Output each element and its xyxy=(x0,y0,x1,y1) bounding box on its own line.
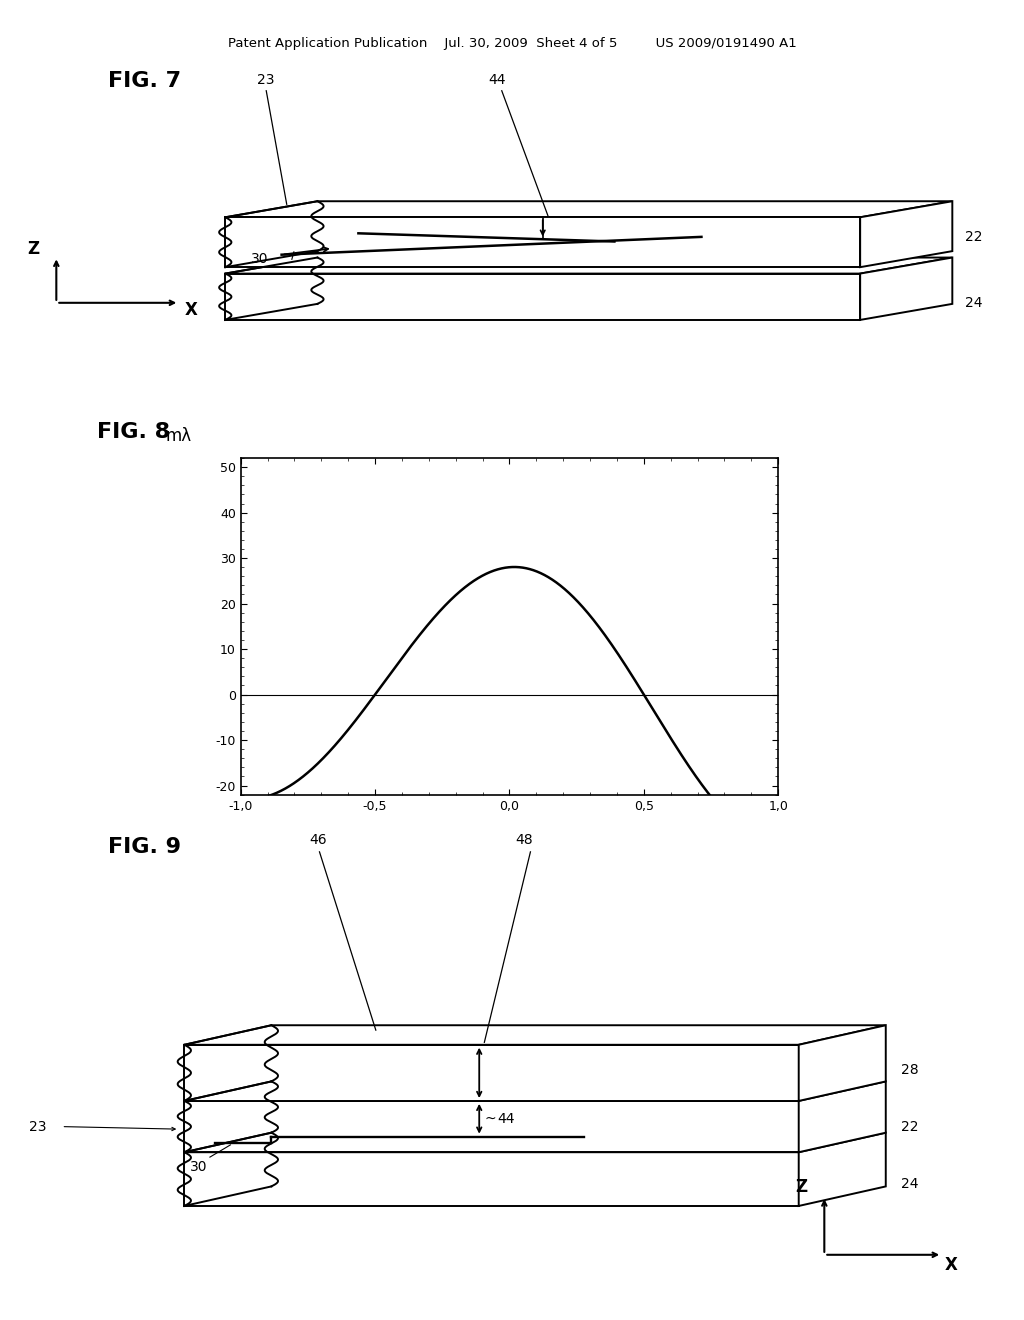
Text: ~: ~ xyxy=(484,1111,496,1126)
Text: 30: 30 xyxy=(189,1159,207,1173)
Text: Z: Z xyxy=(796,1179,808,1196)
Polygon shape xyxy=(799,1081,886,1152)
Text: FIG. 8: FIG. 8 xyxy=(97,422,170,442)
Text: X: X xyxy=(945,1257,958,1274)
Text: 23: 23 xyxy=(29,1119,46,1134)
Polygon shape xyxy=(184,1045,799,1101)
Text: 22: 22 xyxy=(965,231,982,244)
Text: 28: 28 xyxy=(901,1063,919,1077)
Polygon shape xyxy=(225,201,952,218)
Polygon shape xyxy=(225,257,952,273)
Text: 44: 44 xyxy=(498,1111,515,1126)
Text: Z: Z xyxy=(28,240,40,257)
Text: 46: 46 xyxy=(309,833,327,847)
Text: 48: 48 xyxy=(515,833,532,847)
Text: X: X xyxy=(184,301,198,319)
Text: 24: 24 xyxy=(901,1177,919,1192)
Text: 30: 30 xyxy=(251,252,268,267)
Polygon shape xyxy=(225,218,860,267)
Text: 44: 44 xyxy=(487,73,506,87)
Polygon shape xyxy=(225,273,860,319)
Text: 22: 22 xyxy=(901,1119,919,1134)
Text: mλ: mλ xyxy=(165,426,191,445)
Polygon shape xyxy=(799,1026,886,1101)
Polygon shape xyxy=(184,1152,799,1206)
Polygon shape xyxy=(184,1081,886,1101)
Text: Patent Application Publication    Jul. 30, 2009  Sheet 4 of 5         US 2009/01: Patent Application Publication Jul. 30, … xyxy=(227,37,797,50)
Polygon shape xyxy=(860,257,952,319)
Polygon shape xyxy=(184,1133,886,1152)
Polygon shape xyxy=(860,201,952,267)
Polygon shape xyxy=(184,1026,886,1045)
Text: 24: 24 xyxy=(965,296,982,310)
Text: FIG. 7: FIG. 7 xyxy=(108,71,180,91)
Polygon shape xyxy=(184,1101,799,1152)
Polygon shape xyxy=(799,1133,886,1206)
Text: 23: 23 xyxy=(257,73,275,87)
Text: FIG. 9: FIG. 9 xyxy=(108,837,180,857)
